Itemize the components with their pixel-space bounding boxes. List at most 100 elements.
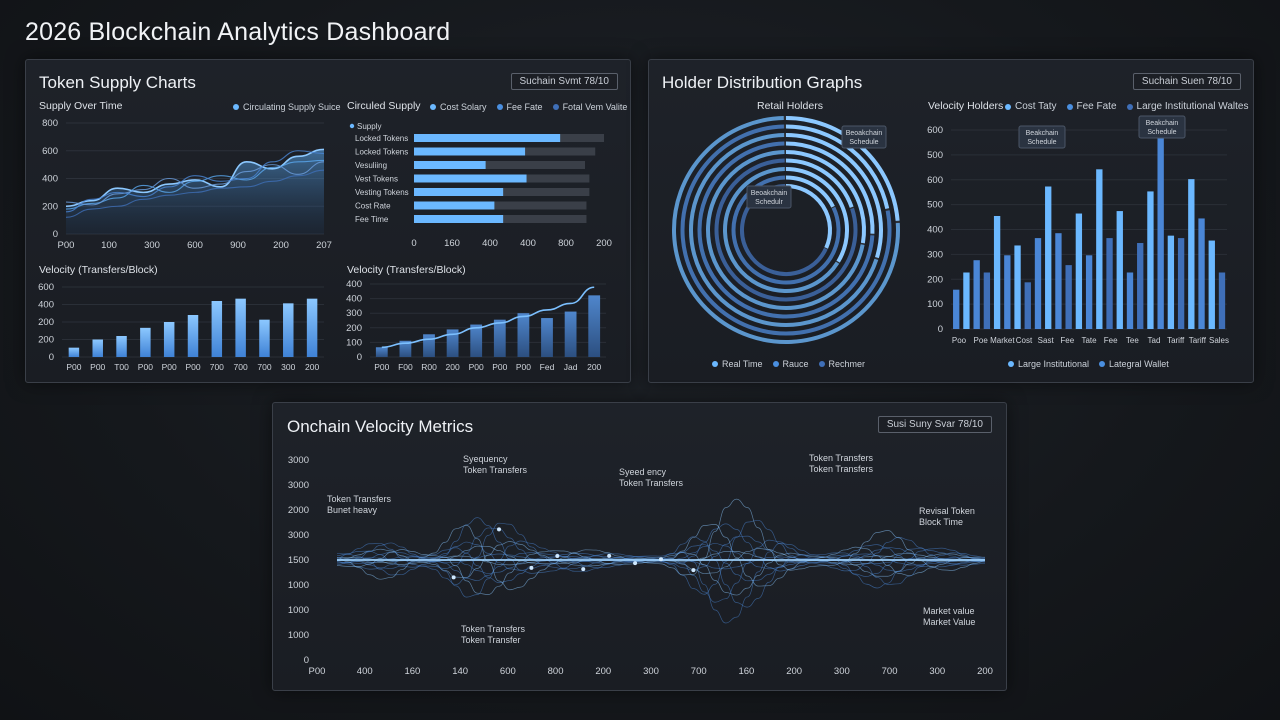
y-tick-label: 400	[346, 294, 362, 305]
bar	[517, 313, 530, 357]
panel-badge[interactable]: Suchain Suen 78/10	[1132, 73, 1241, 90]
velocity-bars-chart: 0 200 200 400 600 P00 P00 T00 P00 P00 P00 700 700 700…	[38, 282, 324, 372]
annotation-label: Market value	[923, 606, 975, 616]
x-tick-label: 200	[305, 362, 319, 372]
bar	[1218, 272, 1226, 329]
annotation-label: Revisal Token	[919, 506, 975, 516]
annotation-label: Token Transfer	[461, 635, 521, 645]
retail-holders-chart: Beoakchain Schedule Beoakchain Schedulr	[672, 116, 900, 344]
x-tick-label: Tariff	[1167, 336, 1185, 345]
x-tick-label: P00	[162, 362, 177, 372]
y-tick-label: 200	[42, 201, 58, 212]
legend-label: Cost Taty	[1015, 101, 1057, 112]
velocity-holders-title: Velocity Holders	[928, 100, 1004, 112]
category-label: Vesuliing	[355, 161, 387, 170]
annotation-label: Schedule	[1027, 139, 1056, 146]
legend-label: Large Institutional	[1018, 359, 1090, 369]
bar	[1157, 127, 1164, 329]
bar	[399, 340, 412, 357]
bar	[1034, 238, 1042, 329]
x-tick-label: 900	[230, 240, 246, 251]
ring-segment	[714, 158, 858, 302]
circulating-supply-chart: Supply Locked Tokens Locked Tokens Vesuliin…	[349, 122, 612, 249]
annotation-box	[841, 125, 887, 149]
ring-segment	[689, 133, 879, 327]
x-tick-label: P00	[138, 362, 153, 372]
x-tick-label: 700	[257, 362, 271, 372]
supply-over-time-chart: 0 200 400 600 800 P00 100 300 600 900 200 207	[42, 118, 332, 251]
y-tick-label: 600	[927, 125, 943, 136]
dashboard-title: 2026 Blockchain Analytics Dashboard	[25, 18, 451, 46]
x-tick-label: 300	[281, 362, 295, 372]
ring-segment	[785, 167, 849, 263]
legend-dot	[233, 104, 239, 110]
holder-distribution-panel: Holder Distribution Graphs Suchain Suen …	[648, 59, 1254, 383]
bar	[1024, 282, 1031, 329]
x-tick-label: 140	[452, 666, 468, 677]
y-tick-label: 0	[49, 352, 54, 363]
data-point	[691, 568, 696, 573]
annotation-label: Beoakchain	[846, 130, 883, 137]
bar	[1014, 245, 1021, 329]
legend-dot	[430, 104, 436, 110]
annotation-label: Syequency	[463, 454, 508, 464]
annotation-label: Schedule	[1147, 129, 1176, 136]
x-tick-label: 300	[929, 666, 945, 677]
annotation-label: Beakchain	[1146, 120, 1179, 127]
x-tick-label: Poe	[974, 336, 989, 345]
y-tick-label: 2000	[288, 505, 309, 516]
onchain-velocity-chart: 0 1000 1000 1000 1500 3000 2000 3000 3000 P00 400 1…	[288, 453, 993, 677]
data-point	[581, 567, 586, 572]
series-line	[65, 161, 325, 206]
bar	[283, 303, 294, 357]
bar	[306, 298, 318, 357]
bar	[963, 272, 970, 329]
x-tick-label: P00	[185, 362, 200, 372]
bar	[541, 318, 553, 357]
ring-segment	[785, 150, 866, 244]
bar	[163, 322, 175, 357]
x-tick-label: 700	[210, 362, 224, 372]
annotation-box	[746, 185, 792, 209]
bar	[414, 201, 495, 210]
bar	[92, 339, 103, 357]
x-tick-label: Market	[990, 336, 1015, 345]
annotation-label: Beoakchain	[751, 190, 788, 197]
x-tick-label: Tee	[1126, 336, 1139, 345]
token-supply-panel: Token Supply Charts Suchain Svmt 78/10 S…	[25, 59, 631, 383]
y-tick-label: 600	[38, 282, 54, 293]
panel-badge[interactable]: Suchain Svmt 78/10	[510, 73, 618, 90]
retail-holders-title: Retail Holders	[757, 100, 823, 112]
bar	[1045, 186, 1052, 329]
bar	[187, 315, 199, 357]
annotation-label: Market Value	[923, 617, 975, 627]
x-tick-label: Tate	[1081, 336, 1097, 345]
x-tick-label: 300	[643, 666, 659, 677]
bar	[116, 336, 127, 357]
velocity-holders-chart: 0 100 200 300 400 500 600 500 600 Poo Poe Market Cos…	[927, 115, 1229, 345]
bar	[1065, 265, 1072, 329]
ring-segment	[706, 150, 865, 310]
bar	[1137, 243, 1144, 329]
x-tick-label: 600	[187, 240, 203, 251]
supply-over-time-legend: Circulating Supply Suice	[233, 102, 341, 112]
panel-badge[interactable]: Susi Suny Svar 78/10	[877, 416, 992, 433]
bar	[414, 188, 504, 196]
velocity-holders-legend: Cost Taty Fee Fate Large Institutional W…	[1005, 101, 1248, 112]
circulating-supply-title: Circuled Supply	[347, 100, 421, 112]
data-point	[607, 553, 612, 558]
y-tick-label: 3000	[288, 530, 309, 541]
bar	[1177, 238, 1185, 329]
legend-label: Real Time	[722, 359, 763, 369]
bar	[470, 324, 483, 357]
ring-segment	[785, 141, 875, 234]
y-tick-label: 100	[927, 299, 943, 310]
velocity-holders-bottom-legend: Large Institutional Lategral Wallet	[1008, 359, 1169, 369]
supply-over-time-title: Supply Over Time	[39, 100, 123, 112]
bar	[235, 298, 246, 357]
panel-title: Holder Distribution Graphs	[662, 73, 863, 92]
data-point	[633, 561, 638, 566]
x-tick-label: 200	[977, 666, 993, 677]
y-tick-label: 500	[927, 150, 943, 161]
x-tick-label: Fee	[1060, 336, 1074, 345]
